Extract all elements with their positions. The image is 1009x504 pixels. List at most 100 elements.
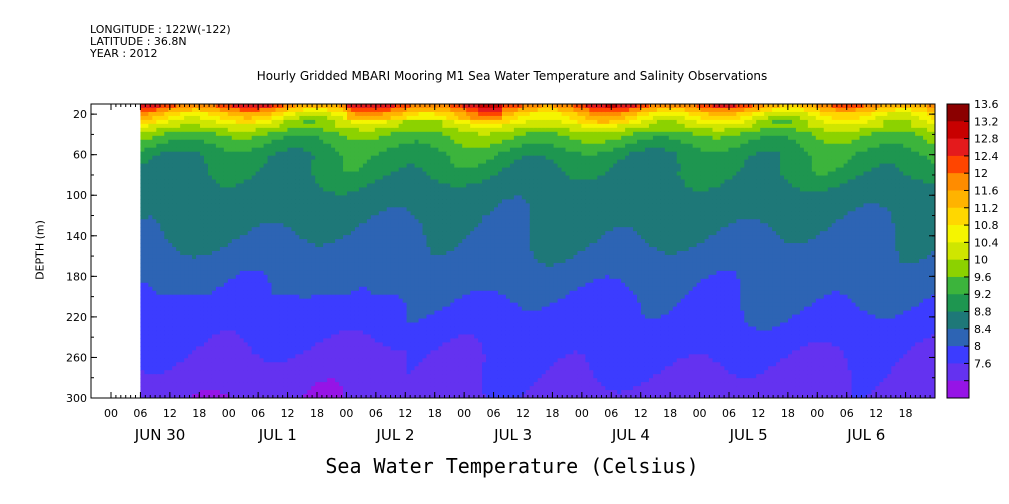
heatmap-cell: [394, 382, 400, 387]
heatmap-cell: [180, 179, 185, 185]
heatmap-cell: [362, 306, 368, 312]
heatmap-cell: [148, 346, 153, 351]
heatmap-cell: [188, 322, 193, 328]
heatmap-cell: [243, 298, 249, 304]
heatmap-cell: [319, 203, 324, 208]
heatmap-cell: [370, 306, 376, 312]
heatmap-cell: [287, 326, 292, 332]
heatmap-cell: [374, 346, 380, 351]
heatmap-cell: [180, 274, 185, 280]
heatmap-cell: [382, 159, 388, 165]
heatmap-cell: [374, 286, 380, 292]
heatmap-cell: [207, 119, 213, 125]
heatmap-cell: [366, 342, 372, 347]
heatmap-cell: [192, 107, 197, 113]
heatmap-cell: [223, 239, 229, 244]
heatmap-cell: [275, 243, 281, 248]
heatmap-cell: [247, 382, 253, 387]
heatmap-cell: [251, 115, 257, 121]
heatmap-cell: [382, 211, 388, 216]
heatmap-cell: [144, 318, 149, 324]
heatmap-cell: [323, 322, 328, 328]
heatmap-cell: [207, 318, 213, 324]
heatmap-cell: [176, 254, 181, 260]
heatmap-cell: [275, 223, 281, 228]
heatmap-cell: [140, 342, 145, 347]
heatmap-cell: [378, 155, 384, 161]
heatmap-cell: [231, 366, 237, 371]
heatmap-cell: [366, 203, 372, 208]
heatmap-cell: [283, 191, 289, 196]
heatmap-cell: [160, 306, 165, 312]
heatmap-cell: [251, 374, 257, 379]
heatmap-cell: [390, 155, 396, 161]
heatmap-cell: [374, 270, 380, 276]
heatmap-cell: [311, 163, 316, 169]
heatmap-cell: [299, 155, 304, 161]
heatmap-cell: [255, 286, 261, 292]
heatmap-cell: [231, 358, 237, 363]
heatmap-cell: [378, 239, 384, 244]
heatmap-cell: [343, 135, 348, 141]
heatmap-cell: [160, 374, 165, 379]
heatmap-cell: [247, 235, 253, 240]
heatmap-cell: [366, 207, 372, 212]
heatmap-cell: [335, 310, 340, 316]
heatmap-cell: [275, 235, 281, 240]
heatmap-cell: [362, 346, 368, 351]
heatmap-cell: [255, 207, 261, 212]
heatmap-cell: [243, 139, 249, 145]
heatmap-cell: [323, 346, 328, 351]
heatmap-cell: [215, 378, 221, 383]
heatmap-cell: [235, 231, 241, 236]
heatmap-cell: [275, 254, 281, 260]
heatmap-cell: [287, 243, 292, 248]
heatmap-cell: [315, 258, 320, 264]
heatmap-cell: [287, 131, 292, 137]
heatmap-cell: [247, 251, 253, 256]
heatmap-cell: [255, 330, 261, 336]
heatmap-cell: [239, 107, 245, 113]
heatmap-cell: [319, 262, 324, 268]
heatmap-cell: [239, 258, 245, 264]
heatmap-cell: [263, 167, 269, 173]
heatmap-cell: [275, 338, 281, 343]
heatmap-cell: [172, 227, 177, 232]
heatmap-cell: [200, 334, 205, 339]
heatmap-cell: [299, 286, 304, 292]
heatmap-cell: [192, 370, 197, 375]
heatmap-cell: [347, 219, 352, 224]
heatmap-cell: [227, 342, 233, 347]
heatmap-cell: [164, 155, 169, 161]
heatmap-cell: [156, 254, 161, 260]
heatmap-cell: [243, 183, 249, 189]
heatmap-cell: [283, 350, 289, 355]
heatmap-cell: [406, 195, 412, 200]
heatmap-cell: [172, 211, 177, 216]
heatmap-cell: [339, 191, 344, 196]
heatmap-cell: [307, 159, 312, 165]
heatmap-cell: [350, 298, 356, 304]
heatmap-cell: [172, 338, 177, 343]
heatmap-cell: [215, 215, 221, 220]
heatmap-cell: [299, 294, 304, 300]
heatmap-cell: [398, 370, 404, 375]
heatmap-cell: [227, 139, 233, 145]
heatmap-cell: [140, 215, 145, 220]
heatmap-cell: [327, 286, 332, 292]
heatmap-cell: [295, 175, 300, 181]
heatmap-cell: [144, 183, 149, 189]
heatmap-cell: [239, 195, 245, 200]
heatmap-cell: [211, 270, 217, 276]
heatmap-cell: [219, 187, 225, 192]
heatmap-cell: [144, 155, 149, 161]
heatmap-cell: [160, 211, 165, 216]
heatmap-cell: [354, 270, 360, 276]
heatmap-cell: [164, 167, 169, 173]
heatmap-cell: [223, 278, 229, 284]
heatmap-cell: [378, 143, 384, 149]
heatmap-cell: [211, 111, 217, 117]
heatmap-cell: [283, 326, 289, 332]
heatmap-cell: [152, 330, 157, 336]
heatmap-cell: [295, 211, 300, 216]
